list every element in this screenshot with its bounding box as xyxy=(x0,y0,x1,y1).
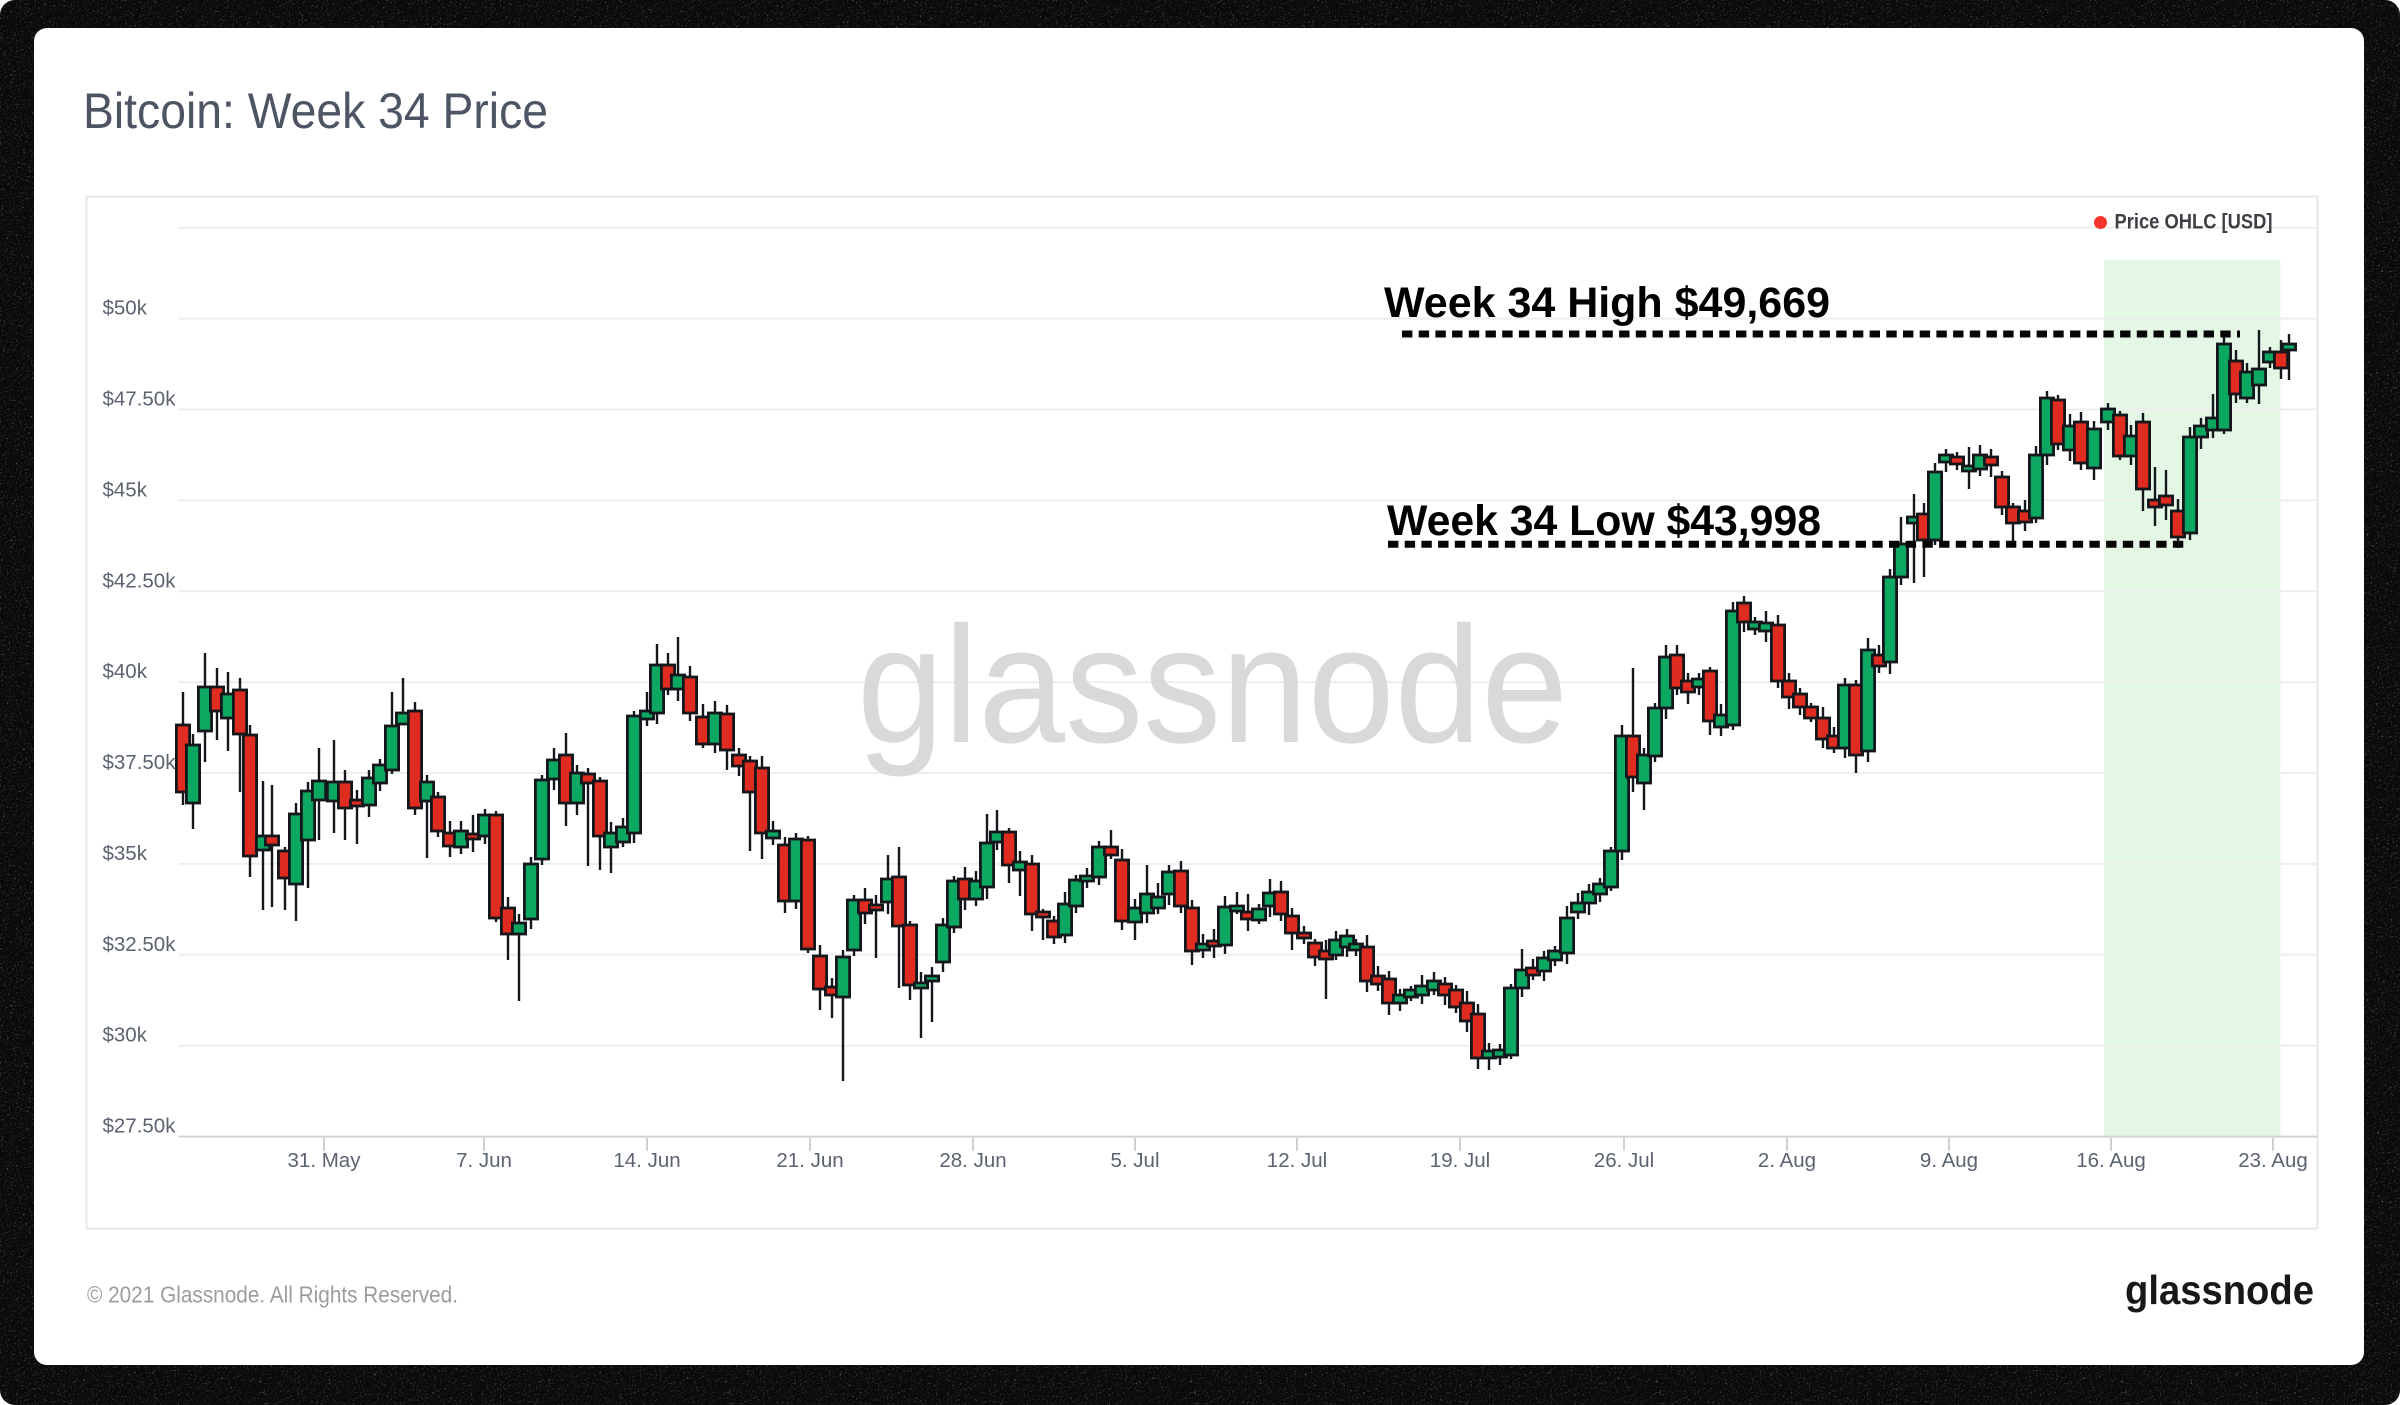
svg-text:Week 34 High $49,669: Week 34 High $49,669 xyxy=(1384,280,1830,327)
svg-text:$30k: $30k xyxy=(103,1024,148,1047)
svg-text:© 2021 Glassnode. All Rights R: © 2021 Glassnode. All Rights Reserved. xyxy=(87,1282,458,1308)
svg-text:5. Jul: 5. Jul xyxy=(1111,1149,1160,1172)
svg-text:$47.50k: $47.50k xyxy=(103,388,177,411)
svg-text:16. Aug: 16. Aug xyxy=(2076,1149,2146,1172)
svg-text:9. Aug: 9. Aug xyxy=(1920,1149,1978,1172)
svg-text:Week 34 Low $43,998: Week 34 Low $43,998 xyxy=(1387,498,1821,545)
svg-text:glassnode: glassnode xyxy=(2125,1267,2314,1313)
svg-text:31. May: 31. May xyxy=(288,1149,362,1172)
svg-text:$27.50k: $27.50k xyxy=(103,1115,177,1138)
svg-text:glassnode: glassnode xyxy=(857,593,1568,778)
svg-text:26. Jul: 26. Jul xyxy=(1594,1149,1654,1172)
svg-text:$42.50k: $42.50k xyxy=(103,569,177,592)
svg-text:$50k: $50k xyxy=(103,297,148,320)
svg-text:14. Jun: 14. Jun xyxy=(613,1149,680,1172)
svg-text:2. Aug: 2. Aug xyxy=(1758,1149,1816,1172)
svg-text:Price OHLC [USD]: Price OHLC [USD] xyxy=(2115,211,2273,234)
svg-text:$35k: $35k xyxy=(103,842,148,865)
svg-text:$40k: $40k xyxy=(103,660,148,683)
svg-text:12. Jul: 12. Jul xyxy=(1267,1149,1327,1172)
svg-text:28. Jun: 28. Jun xyxy=(939,1149,1006,1172)
svg-text:19. Jul: 19. Jul xyxy=(1430,1149,1490,1172)
svg-text:$32.50k: $32.50k xyxy=(103,933,177,956)
svg-text:23. Aug: 23. Aug xyxy=(2238,1149,2308,1172)
svg-text:7. Jun: 7. Jun xyxy=(456,1149,512,1172)
svg-text:Bitcoin: Week 34 Price: Bitcoin: Week 34 Price xyxy=(83,83,548,139)
svg-text:$37.50k: $37.50k xyxy=(103,751,177,774)
svg-text:21. Jun: 21. Jun xyxy=(776,1149,843,1172)
svg-text:$45k: $45k xyxy=(103,478,148,501)
